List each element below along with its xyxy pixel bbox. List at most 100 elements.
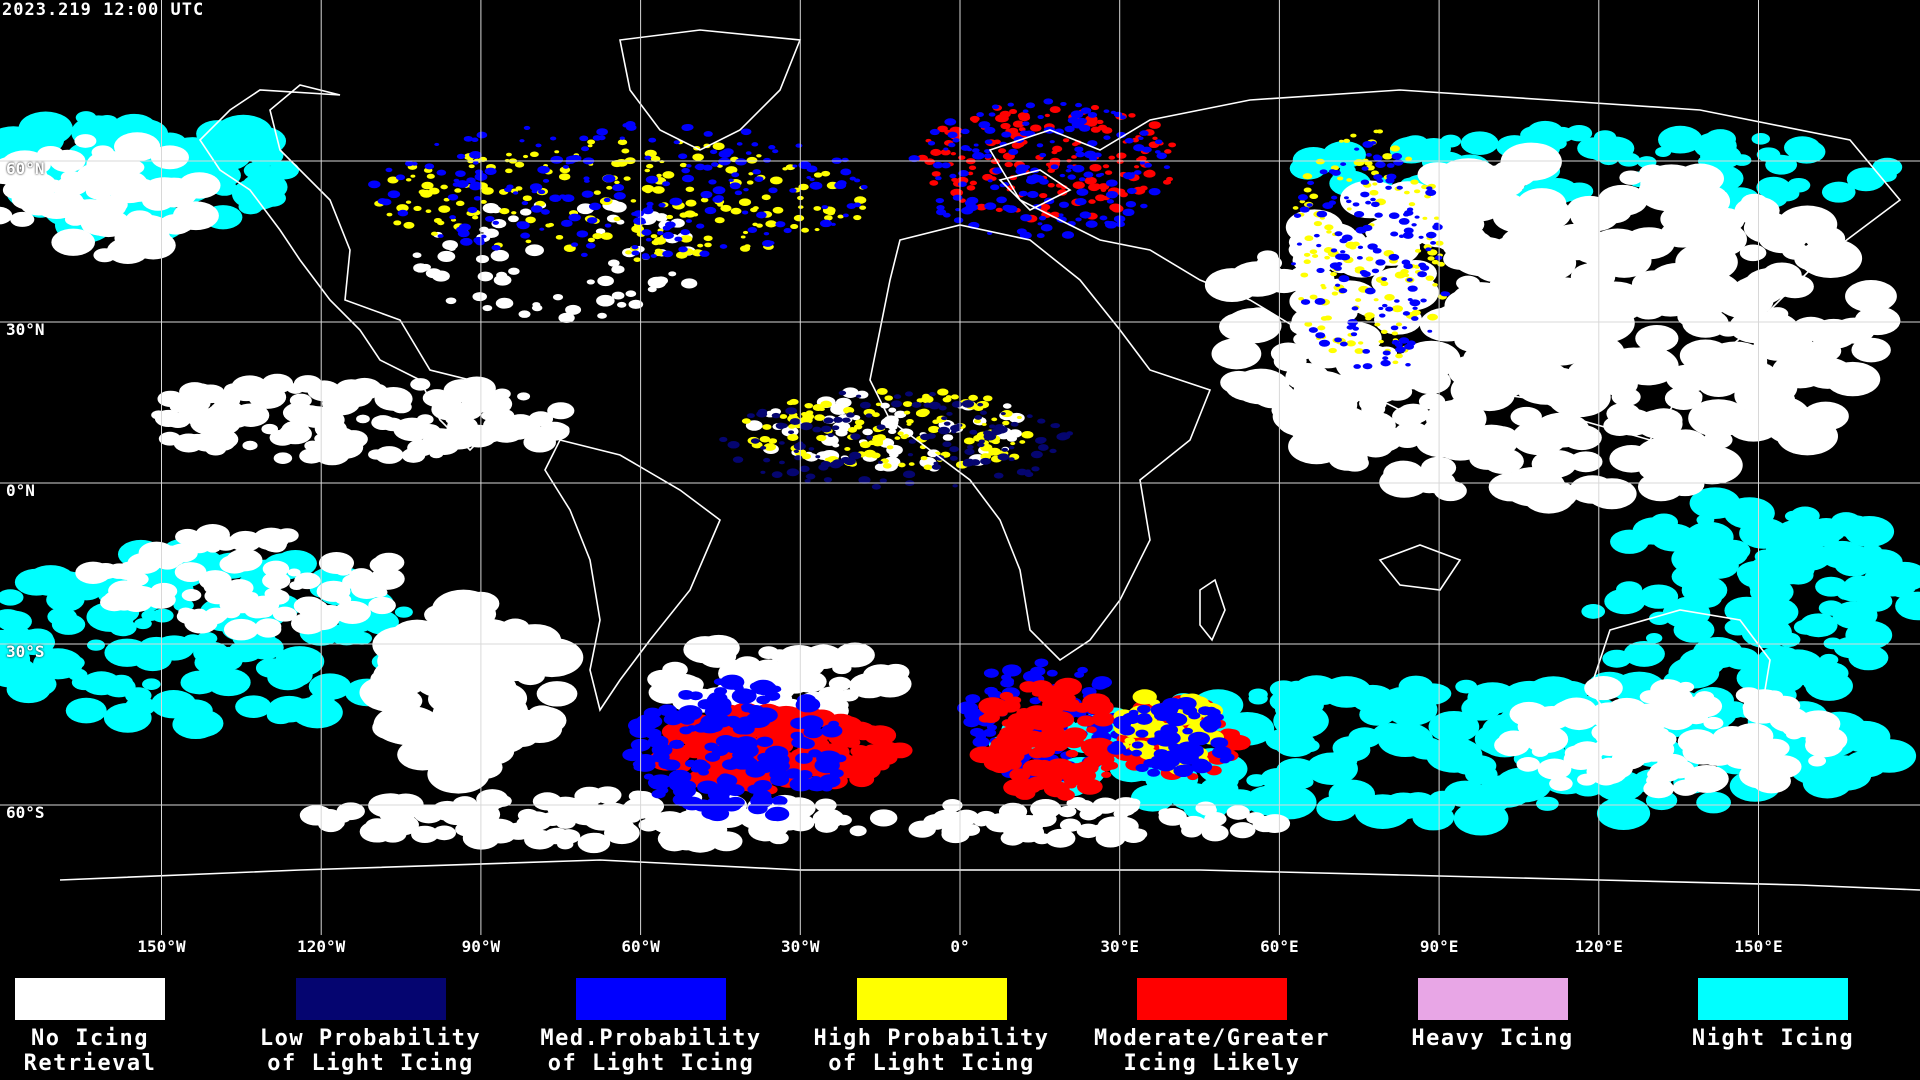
cloud-patch [1103,135,1111,140]
cloud-patch [673,140,680,145]
cloud-patch [835,428,848,437]
cloud-patch [980,410,987,415]
cloud-patch [765,220,777,228]
cloud-patch [1414,248,1422,253]
cloud-patch [1322,202,1334,209]
cloud-patch [1316,267,1325,273]
legend-label: Night Icing [1691,1026,1855,1051]
cloud-patch [1408,202,1416,207]
legend-swatch [856,978,1007,1020]
cloud-patch [394,606,413,618]
cloud-patch [377,665,408,685]
cloud-patch [1154,150,1161,154]
cloud-patch [463,135,473,142]
cloud-patch [669,197,683,206]
cloud-patch [178,607,194,617]
cloud-patch [555,234,564,240]
cloud-patch [818,407,825,412]
cloud-patch [1353,364,1361,369]
cloud-patch [789,188,797,193]
cloud-patch [614,180,620,185]
cloud-patch [1075,102,1082,108]
cloud-patch [714,217,725,224]
cloud-patch [583,176,590,181]
cloud-patch [182,634,204,647]
cloud-patch [535,200,546,207]
cloud-patch [613,216,621,222]
cloud-patch [571,242,579,247]
cloud-patch [777,221,786,227]
cloud-patch [1076,823,1100,839]
cloud-patch [993,472,1004,479]
cloud-patch [104,638,150,667]
cloud-patch [1115,221,1126,228]
cloud-patch [547,796,584,820]
cloud-patch [1334,337,1342,343]
cloud-patch [194,650,233,675]
cloud-patch [1163,165,1171,170]
cloud-patch [969,180,978,186]
cloud-patch [644,149,657,158]
cloud-patch [809,177,815,182]
cloud-patch [525,216,536,224]
cloud-patch [1346,199,1352,204]
cloud-patch [1058,805,1077,818]
cloud-patch [968,394,978,401]
cloud-patch [1460,131,1499,155]
cloud-patch [841,387,859,398]
cloud-patch [1103,109,1110,113]
cloud-patch [1375,259,1386,266]
cloud-patch [387,176,399,184]
cloud-patch [1854,306,1901,336]
cloud-patch [1166,176,1173,182]
cloud-patch [36,643,53,654]
legend-label: Med.Probability of Light Icing [540,1026,762,1076]
cloud-patch [834,754,847,763]
cloud-patch [193,174,211,186]
cloud-patch [1084,150,1097,159]
cloud-patch [843,406,855,414]
cloud-patch [1374,212,1383,218]
cloud-patch [1703,716,1724,730]
cloud-patch [1340,250,1346,254]
cloud-patch [289,393,312,408]
cloud-patch [1715,282,1774,319]
cloud-patch [150,145,189,170]
cloud-patch [746,413,755,419]
cloud-patch [1128,113,1136,118]
cloud-patch [75,111,97,125]
cloud-patch [1211,713,1224,722]
cloud-patch [1395,353,1403,359]
cloud-patch [134,618,152,630]
cloud-patch [1456,275,1481,291]
cloud-patch [549,194,562,203]
cloud-patch [593,786,622,804]
cloud-patch [1346,178,1353,182]
cloud-patch [770,726,784,735]
cloud-patch [625,250,632,255]
cloud-patch [678,246,688,253]
cloud-patch [1537,758,1572,780]
cloud-patch [1688,399,1749,437]
cloud-patch [1673,437,1698,453]
longitude-label: 150°W [137,937,186,956]
cloud-patch [1365,316,1372,321]
cloud-patch [756,410,768,418]
cloud-patch [842,736,861,748]
cloud-patch [113,596,136,611]
cloud-patch [1099,215,1108,221]
cloud-patch [1526,120,1564,144]
cloud-patch [1338,275,1350,283]
cloud-patch [1099,172,1105,176]
longitude-label: 150°E [1734,937,1783,956]
cloud-patch [1359,394,1387,413]
cloud-patch [900,434,908,440]
cloud-patch [1001,410,1013,418]
cloud-patch [976,112,985,117]
cloud-patch [1140,203,1148,209]
cloud-patch [844,447,851,451]
cloud-patch [314,418,347,439]
cloud-patch [685,199,697,207]
cloud-patch [454,188,462,193]
cloud-patch [978,121,991,129]
